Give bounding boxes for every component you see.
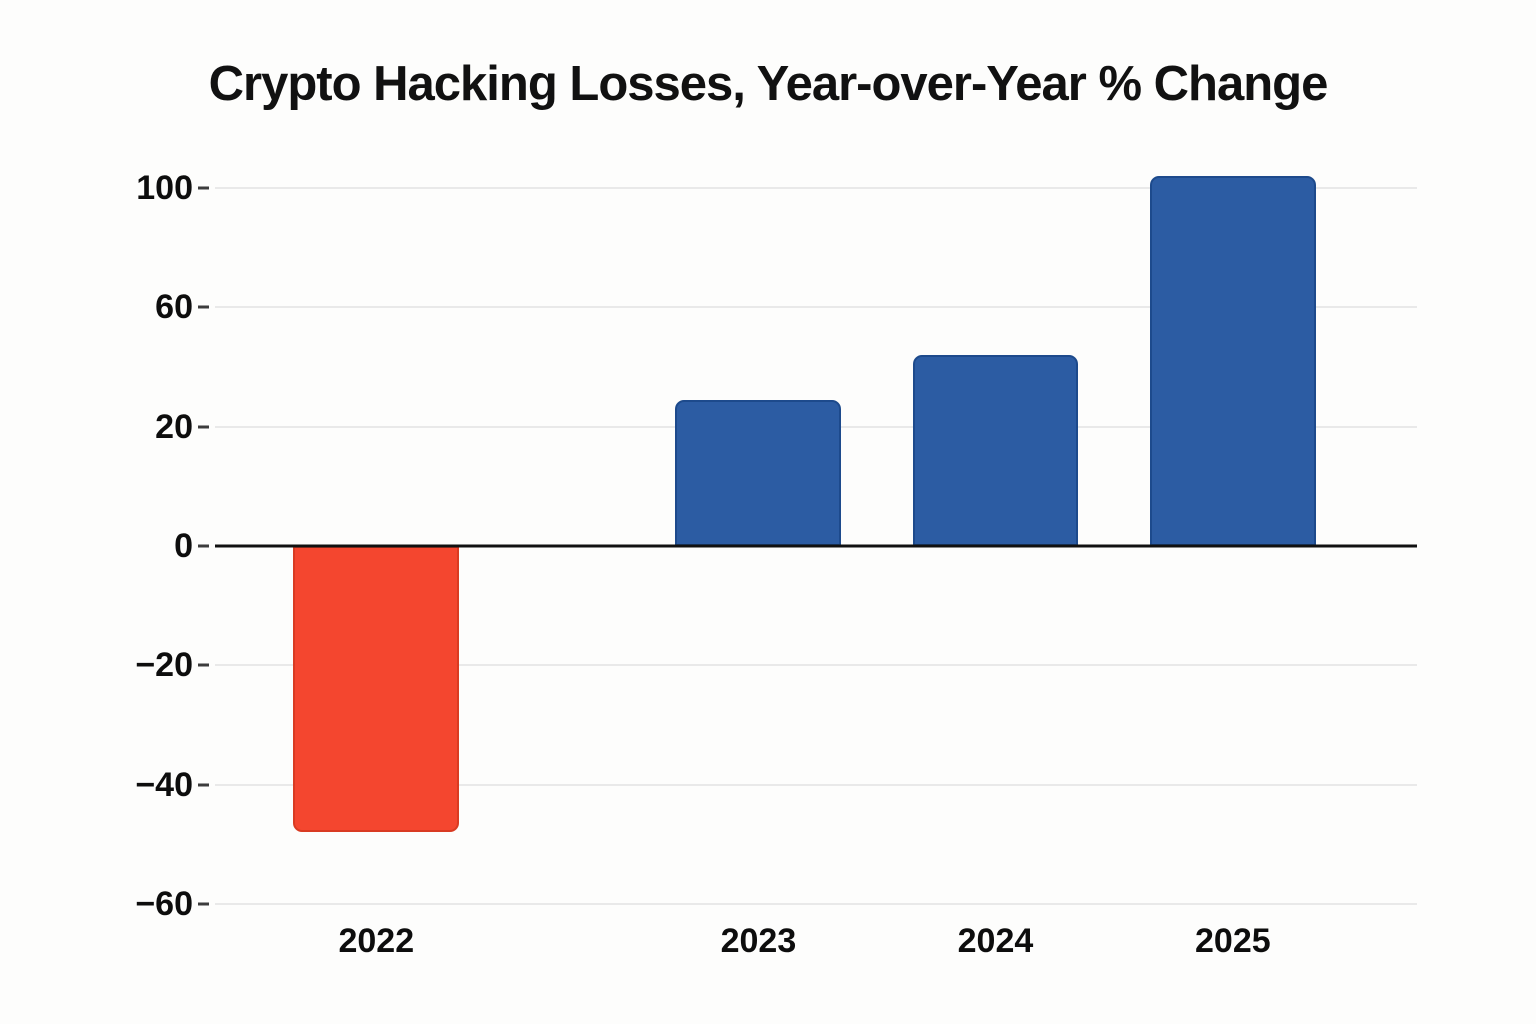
bar-2024 bbox=[912, 355, 1079, 546]
y-axis: 100 60 20 0 −20 −40 −60 bbox=[0, 171, 215, 921]
gridline bbox=[215, 187, 1417, 189]
y-tick-label: −60 bbox=[135, 885, 193, 923]
gridline bbox=[215, 306, 1417, 309]
gridline bbox=[215, 903, 1417, 905]
x-tick-label: 2022 bbox=[338, 922, 415, 960]
bar-2022 bbox=[293, 546, 460, 833]
y-tick-mark bbox=[198, 186, 209, 190]
chart-title: Crypto Hacking Losses, Year-over-Year % … bbox=[208, 57, 1329, 111]
y-tick-label: 0 bbox=[174, 527, 193, 565]
y-tick-mark bbox=[198, 783, 209, 787]
y-tick-label: 20 bbox=[155, 407, 193, 446]
x-tick-label: 2023 bbox=[720, 922, 797, 960]
y-tick-mark bbox=[198, 902, 209, 906]
y-tick-mark bbox=[198, 663, 209, 667]
x-tick-label: 2024 bbox=[957, 922, 1034, 960]
gridline bbox=[215, 783, 1417, 786]
y-tick-mark bbox=[198, 425, 209, 429]
y-tick-label: 100 bbox=[136, 169, 193, 207]
y-tick-label: −40 bbox=[135, 765, 193, 804]
bar-2025 bbox=[1149, 176, 1316, 546]
bar-2023 bbox=[675, 399, 842, 546]
zero-axis-line bbox=[215, 544, 1417, 548]
x-tick-label: 2025 bbox=[1195, 922, 1271, 960]
gridline bbox=[215, 664, 1417, 667]
plot-area: 2022 2023 2024 2025 bbox=[215, 176, 1417, 958]
y-tick-label: −20 bbox=[135, 646, 193, 685]
y-tick-mark bbox=[198, 544, 209, 548]
y-tick-label: 60 bbox=[155, 288, 193, 327]
y-tick-mark bbox=[198, 305, 209, 309]
